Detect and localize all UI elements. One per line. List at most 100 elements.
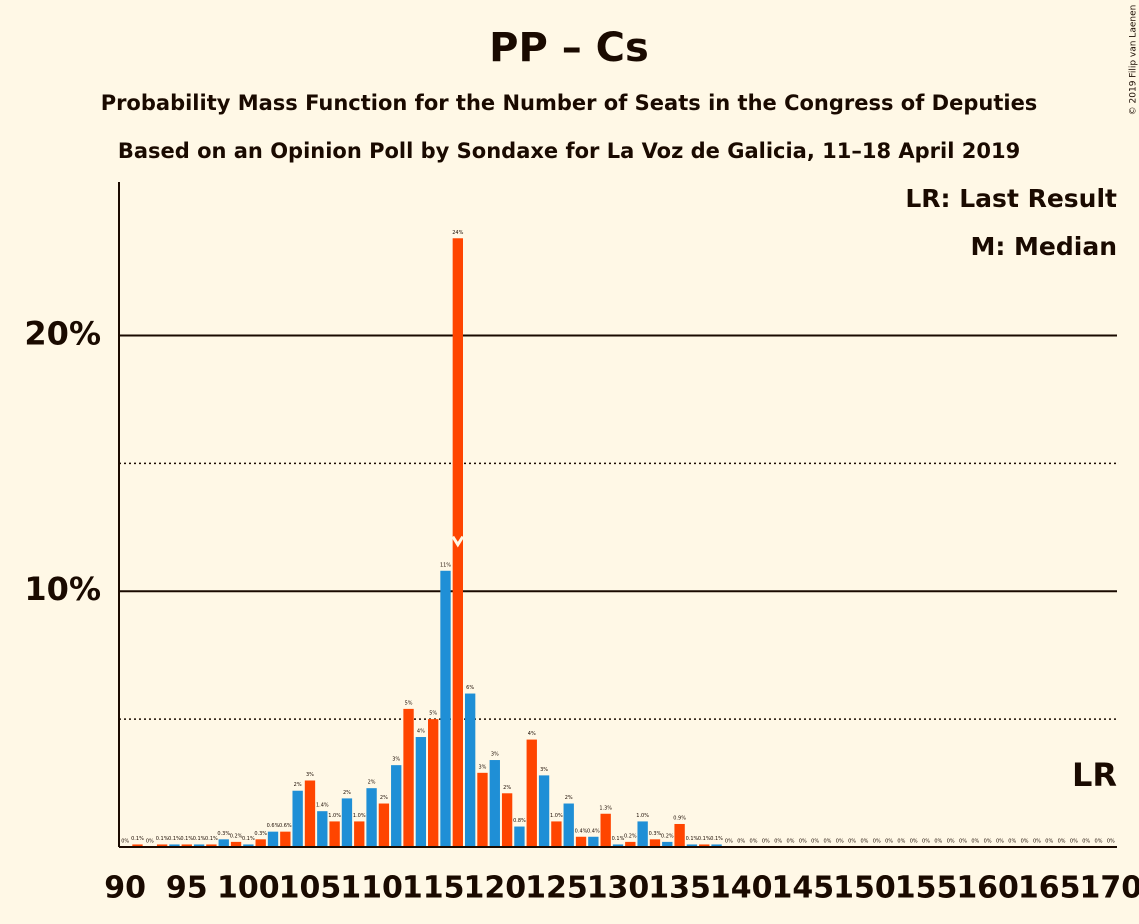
value-label: 0%	[1107, 839, 1115, 845]
bar	[686, 844, 698, 847]
bar	[674, 823, 685, 847]
value-label: 1.0%	[328, 813, 341, 819]
bar	[132, 844, 143, 847]
value-label: 0%	[1095, 839, 1103, 845]
bar	[292, 790, 303, 847]
value-label: 5%	[405, 700, 413, 706]
bar	[181, 844, 192, 847]
bar	[538, 775, 550, 847]
bar	[612, 844, 624, 847]
value-label: 0%	[873, 839, 881, 845]
value-label: 0%	[1021, 839, 1029, 845]
bar	[477, 772, 488, 847]
bar	[267, 831, 279, 847]
value-label: 0%	[787, 839, 795, 845]
bar	[637, 821, 648, 847]
value-label: 0.1%	[205, 836, 218, 842]
value-label: 0.3%	[217, 831, 230, 837]
value-label: 0%	[774, 839, 782, 845]
x-tick-label: 120	[463, 871, 526, 906]
value-label: 0.1%	[612, 836, 625, 842]
bar	[711, 844, 722, 847]
value-label: 0%	[1045, 839, 1053, 845]
value-label: 0.1%	[156, 836, 169, 842]
bar	[625, 841, 636, 847]
chart-title: PP – Cs	[489, 25, 649, 71]
value-label: 1.4%	[316, 803, 329, 809]
value-label: 0%	[922, 839, 930, 845]
value-label: 0%	[823, 839, 831, 845]
value-label: 24%	[452, 230, 463, 236]
value-label: 0%	[971, 839, 979, 845]
value-label: 2%	[380, 795, 388, 801]
value-label: 0%	[860, 839, 868, 845]
value-label: 1.0%	[636, 813, 649, 819]
bar	[403, 708, 414, 847]
value-label: 0.8%	[513, 818, 526, 824]
value-label: 0%	[996, 839, 1004, 845]
legend-entry: LR: Last Result	[905, 184, 1117, 213]
x-tick-label: 170	[1080, 871, 1139, 906]
bar	[501, 793, 513, 847]
bar	[329, 821, 340, 847]
value-label: 0%	[947, 839, 955, 845]
bar	[378, 803, 390, 847]
value-label: 2%	[503, 785, 511, 791]
value-label: 0%	[885, 839, 893, 845]
x-tick-label: 100	[217, 871, 280, 906]
bar	[366, 788, 377, 847]
y-tick-label: 20%	[24, 314, 101, 352]
bar	[428, 719, 439, 847]
value-label: 0%	[934, 839, 942, 845]
value-label: 0%	[762, 839, 770, 845]
value-label: 0%	[799, 839, 807, 845]
x-tick-label: 125	[525, 871, 588, 906]
bar	[575, 836, 587, 847]
value-label: 0%	[897, 839, 905, 845]
x-tick-label: 145	[772, 871, 835, 906]
bar	[600, 813, 611, 847]
value-label: 3%	[540, 767, 548, 773]
value-label: 5%	[429, 711, 437, 717]
annotation: LR	[1072, 756, 1117, 794]
x-tick-label: 155	[895, 871, 958, 906]
bar	[280, 831, 291, 847]
value-label: 1.0%	[550, 813, 563, 819]
value-label: 3%	[306, 772, 314, 778]
bar	[440, 570, 451, 847]
value-label: 0.2%	[230, 833, 243, 839]
bar	[514, 826, 525, 847]
bar	[415, 737, 427, 847]
y-tick-label: 10%	[24, 570, 101, 608]
value-label: 0%	[959, 839, 967, 845]
value-label: 0.2%	[624, 833, 637, 839]
bar	[489, 760, 500, 847]
value-label: 0.1%	[686, 836, 699, 842]
value-label: 1.0%	[353, 813, 366, 819]
value-label: 0.4%	[587, 828, 600, 834]
bar	[243, 844, 254, 847]
bar	[218, 839, 229, 847]
value-label: 0%	[984, 839, 992, 845]
value-label: 0.1%	[710, 836, 723, 842]
value-label: 0.1%	[698, 836, 711, 842]
value-label: 0%	[1008, 839, 1016, 845]
value-label: 0.1%	[131, 836, 144, 842]
bar	[699, 844, 710, 847]
bar	[304, 780, 316, 847]
value-label: 0%	[1033, 839, 1041, 845]
x-tick-label: 165	[1018, 871, 1081, 906]
legend-entry: M: Median	[970, 232, 1117, 261]
value-label: 0%	[1070, 839, 1078, 845]
value-label: 3%	[479, 764, 487, 770]
value-label: 4%	[528, 731, 536, 737]
value-label: 2%	[368, 780, 376, 786]
value-label: 0.6%	[279, 823, 292, 829]
subtitle: Probability Mass Function for the Number…	[101, 91, 1038, 115]
bar	[551, 821, 562, 847]
bar	[156, 844, 168, 847]
x-tick-label: 90	[104, 871, 146, 906]
value-label: 0%	[146, 839, 154, 845]
